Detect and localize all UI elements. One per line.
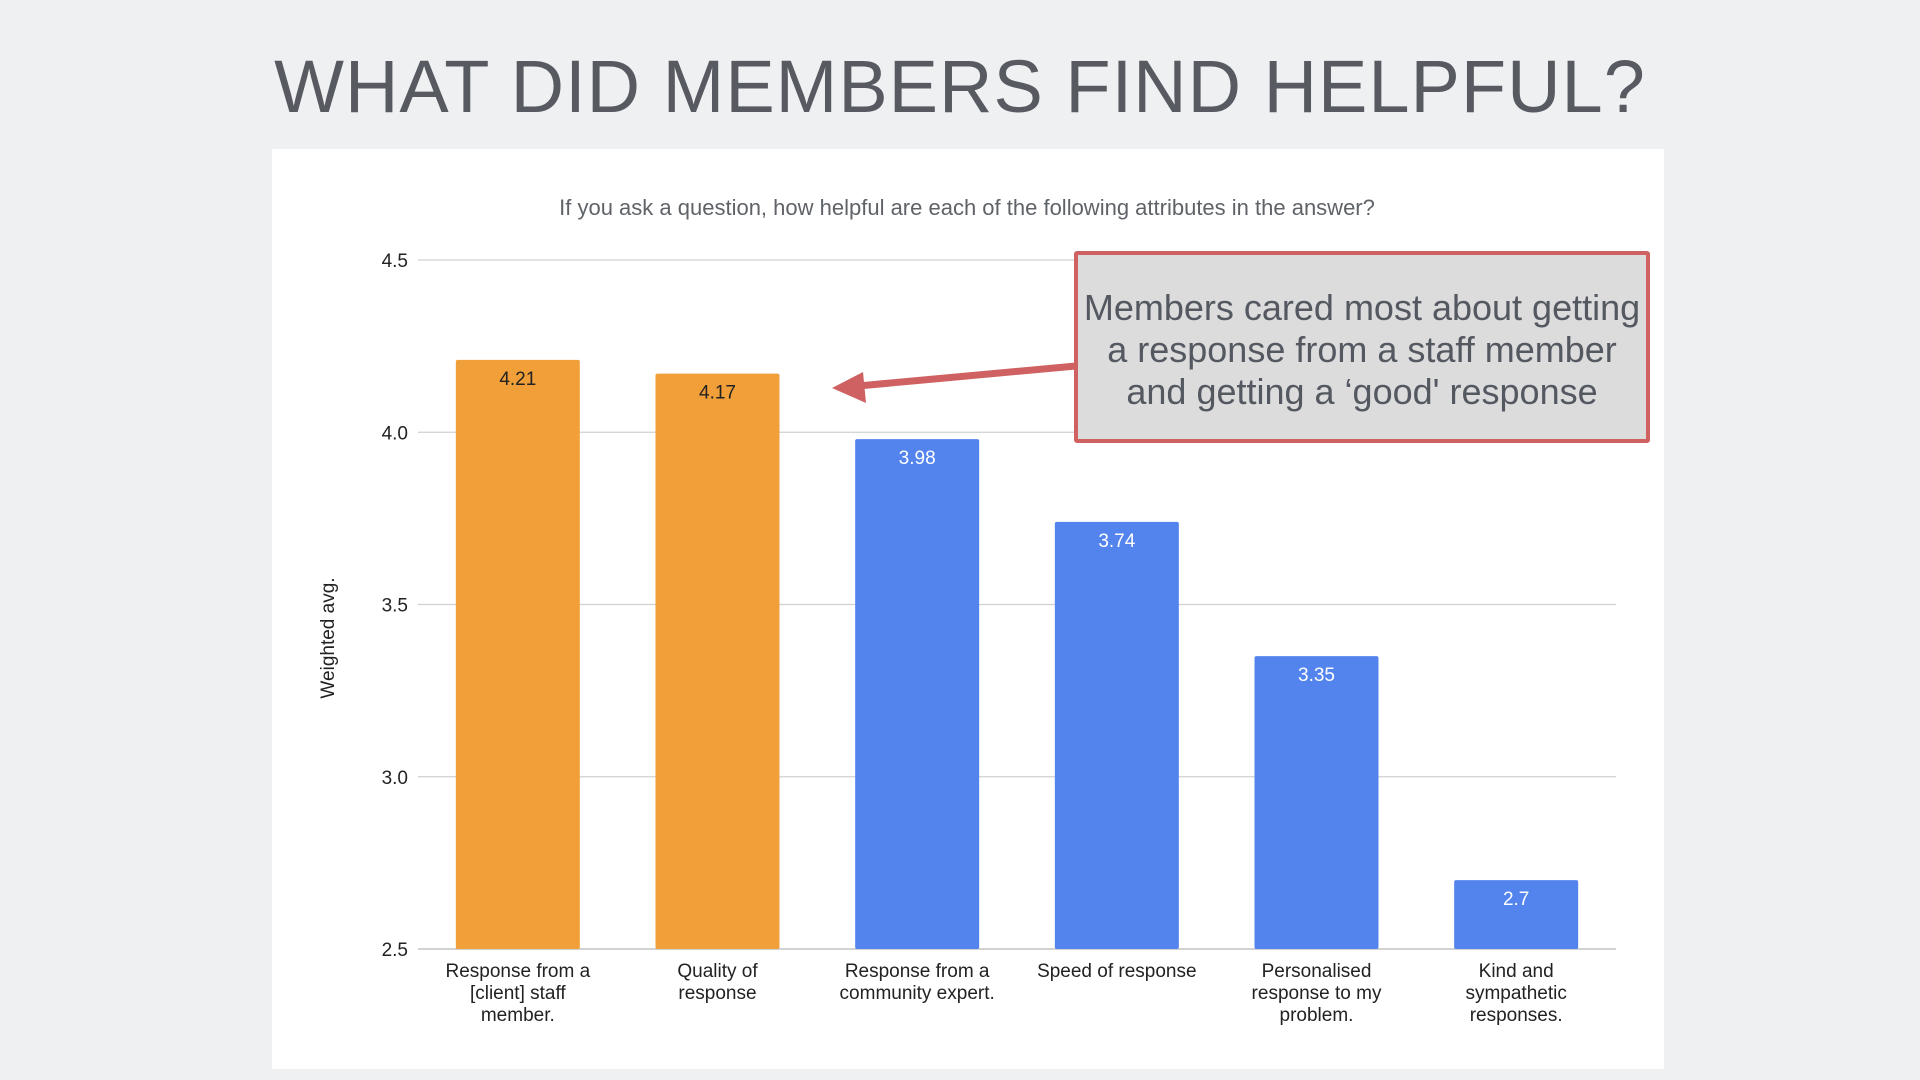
y-tick-label: 4.5: [382, 251, 408, 272]
x-tick-label: Personalised response to my problem.: [1252, 961, 1382, 1026]
bar: [1454, 880, 1579, 949]
callout-text: Members cared most about getting a respo…: [1083, 287, 1641, 412]
slide-title: WHAT DID MEMBERS FIND HELPFUL?: [274, 45, 1646, 128]
bar-value-label: 3.98: [899, 448, 936, 469]
axis-labels: 2.5 3.0 3.5 4.0 4.5 4.21 Response from a [clien…: [382, 251, 1567, 1026]
chart-title: If you ask a question, how helpful are e…: [559, 195, 1375, 220]
bar: [1054, 521, 1179, 949]
bar-value-label: 4.17: [699, 383, 736, 404]
bar: [455, 359, 580, 949]
callout-box: Members cared most about getting a respo…: [1074, 251, 1650, 443]
bar-value-label: 3.35: [1298, 665, 1335, 686]
bar-value-label: 3.74: [1098, 531, 1135, 552]
y-tick-label: 4.0: [382, 423, 408, 444]
x-tick-label: Response from a community expert.: [840, 961, 995, 1004]
x-tick-label: Quality of response: [677, 961, 758, 1004]
y-tick-label: 3.0: [382, 768, 408, 789]
y-axis-label: Weighted avg.: [318, 577, 339, 698]
y-tick-label: 3.5: [382, 596, 408, 617]
x-tick-label: Response from a [client] staff member.: [445, 961, 590, 1026]
x-tick-label: Speed of response: [1037, 961, 1197, 982]
x-tick-label: Kind and sympathetic responses.: [1465, 961, 1566, 1026]
bars: [455, 359, 1579, 949]
bar-value-label: 4.21: [499, 369, 536, 390]
bar: [855, 439, 980, 949]
bar: [655, 373, 780, 949]
bar: [1254, 656, 1379, 949]
y-tick-label: 2.5: [382, 940, 408, 961]
bar-value-label: 2.7: [1503, 889, 1529, 910]
